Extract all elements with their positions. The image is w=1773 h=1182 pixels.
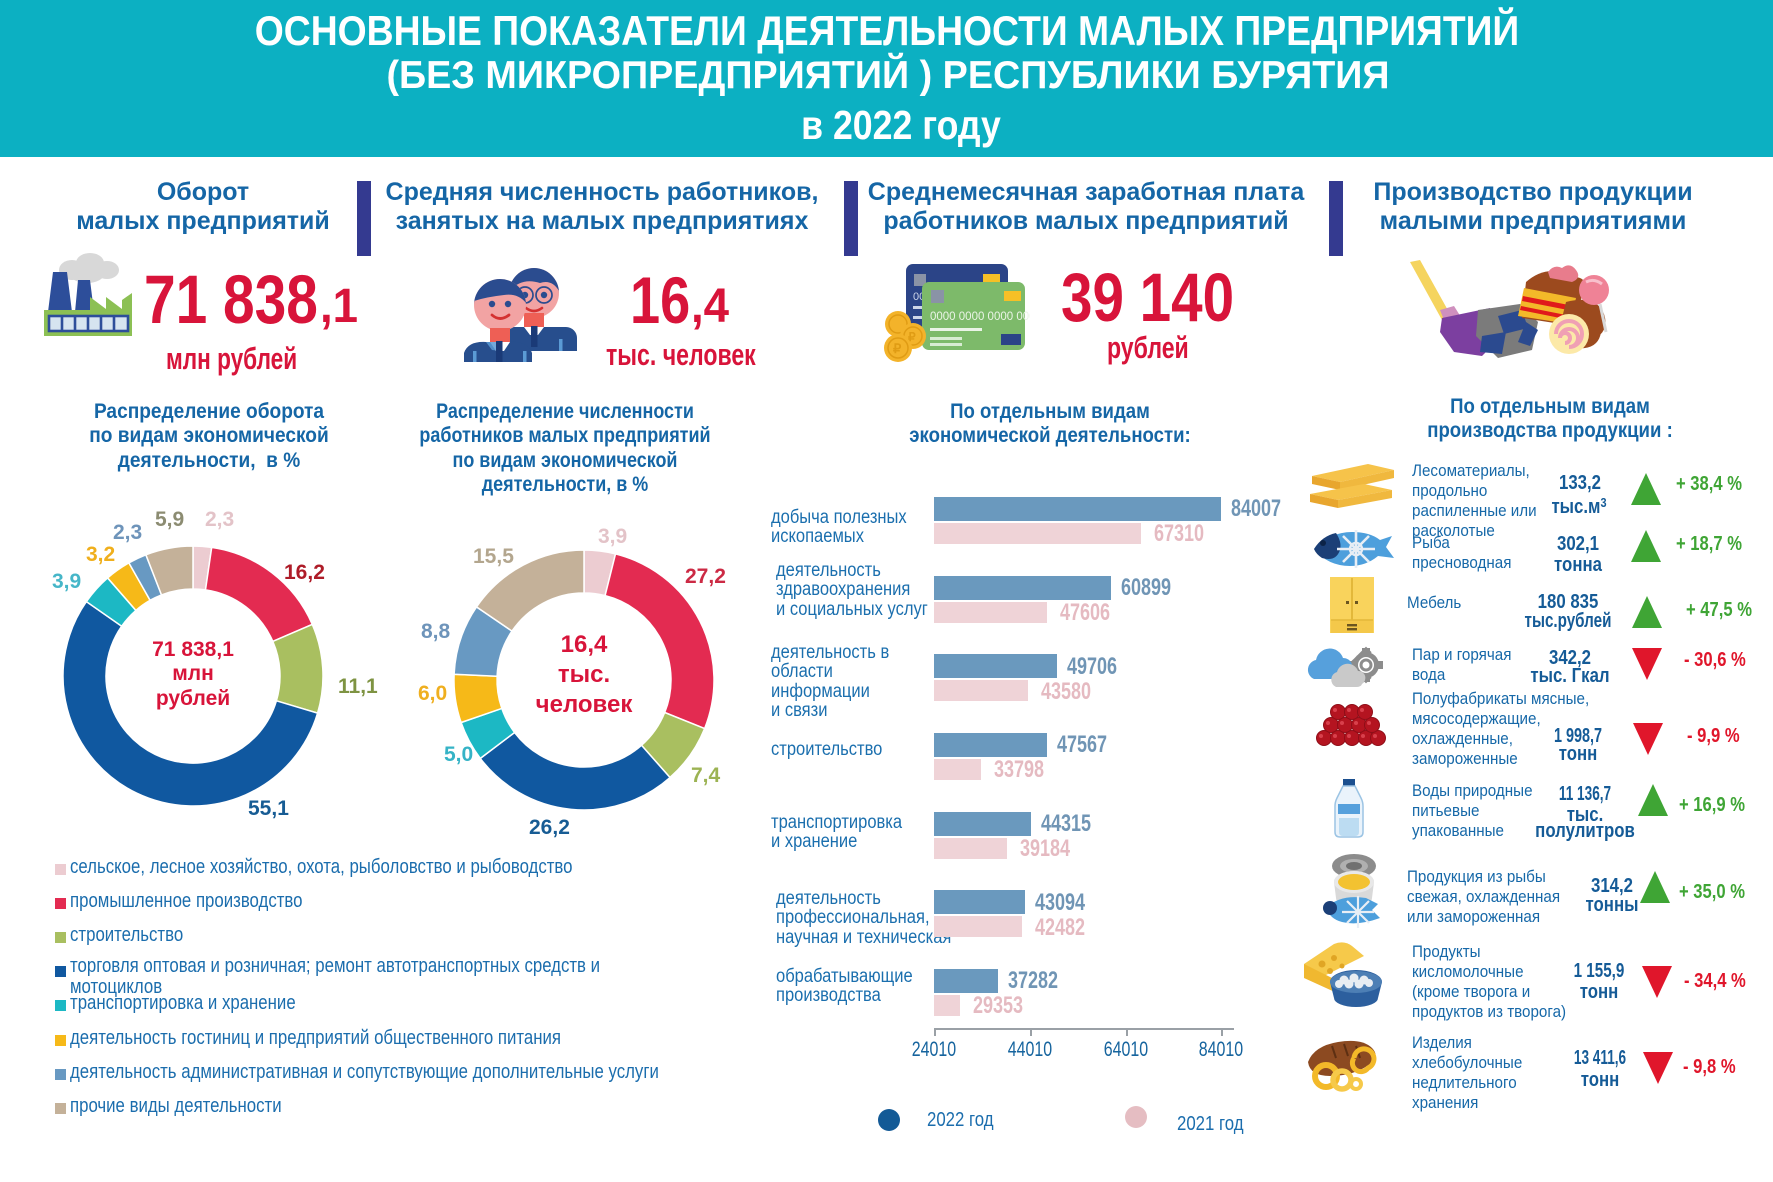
svg-text:0000 0000 0000 0000: 0000 0000 0000 0000 [930,311,1030,323]
svg-text:₽: ₽ [908,330,916,344]
svg-text:₽: ₽ [893,341,902,356]
